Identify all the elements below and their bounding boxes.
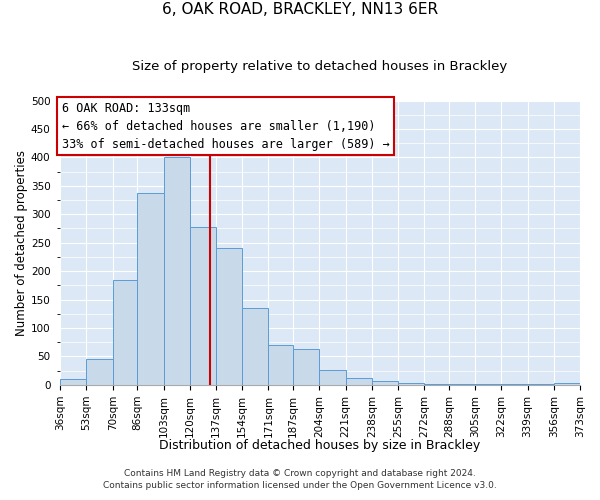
Title: Size of property relative to detached houses in Brackley: Size of property relative to detached ho… (133, 60, 508, 73)
Text: 6 OAK ROAD: 133sqm
← 66% of detached houses are smaller (1,190)
33% of semi-deta: 6 OAK ROAD: 133sqm ← 66% of detached hou… (62, 102, 389, 150)
Bar (216, 248, 242, 385)
Bar (86, 358, 113, 385)
Bar (137, 192, 164, 385)
Bar (242, 308, 268, 385)
X-axis label: Distribution of detached houses by size in Brackley: Distribution of detached houses by size … (160, 440, 481, 452)
Text: 6, OAK ROAD, BRACKLEY, NN13 6ER: 6, OAK ROAD, BRACKLEY, NN13 6ER (162, 2, 438, 18)
Bar (319, 370, 346, 385)
Bar (164, 158, 190, 385)
Bar (293, 349, 319, 385)
Bar (502, 384, 527, 385)
Bar (527, 384, 554, 385)
Bar (449, 384, 475, 385)
Bar (475, 384, 502, 385)
Bar (372, 382, 398, 385)
Bar (190, 227, 216, 385)
Bar (398, 383, 424, 385)
Bar (346, 378, 372, 385)
Bar (113, 280, 137, 385)
Text: Contains HM Land Registry data © Crown copyright and database right 2024.
Contai: Contains HM Land Registry data © Crown c… (103, 469, 497, 490)
Y-axis label: Number of detached properties: Number of detached properties (15, 150, 28, 336)
Bar (268, 345, 293, 385)
Bar (554, 382, 580, 385)
Bar (60, 379, 86, 385)
Bar (424, 384, 449, 385)
